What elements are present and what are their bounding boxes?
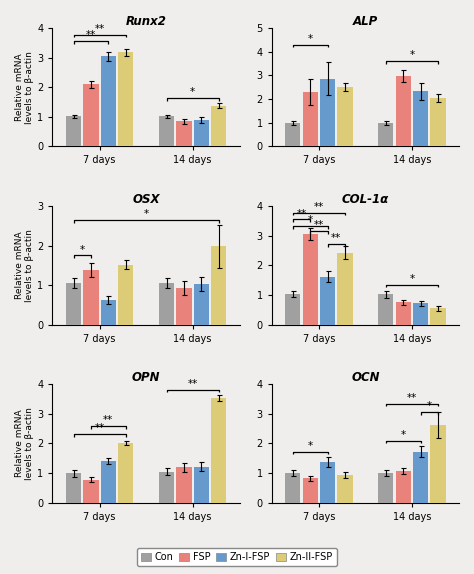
Bar: [378, 123, 393, 146]
Text: **: **: [86, 30, 96, 40]
Bar: [378, 294, 393, 324]
Bar: [66, 116, 81, 146]
Bar: [211, 106, 226, 146]
Bar: [176, 467, 191, 503]
Text: **: **: [314, 220, 324, 230]
Text: **: **: [188, 379, 198, 389]
Y-axis label: Relative mRNA
levels to β-actin: Relative mRNA levels to β-actin: [15, 229, 35, 302]
Legend: Con, FSP, Zn-I-FSP, Zn-II-FSP: Con, FSP, Zn-I-FSP, Zn-II-FSP: [137, 549, 337, 567]
Bar: [413, 91, 428, 146]
Text: **: **: [407, 393, 417, 402]
Text: **: **: [94, 24, 105, 33]
Bar: [302, 92, 318, 146]
Bar: [320, 462, 335, 503]
Bar: [285, 123, 301, 146]
Bar: [83, 84, 99, 146]
Y-axis label: Relative mRNA
levels to β-actin: Relative mRNA levels to β-actin: [15, 51, 35, 123]
Bar: [285, 294, 301, 324]
Bar: [159, 283, 174, 324]
Bar: [302, 478, 318, 503]
Bar: [302, 234, 318, 324]
Title: OPN: OPN: [132, 371, 160, 385]
Text: *: *: [80, 245, 85, 254]
Bar: [337, 253, 353, 324]
Bar: [159, 472, 174, 503]
Text: *: *: [401, 429, 406, 440]
Bar: [413, 452, 428, 503]
Text: *: *: [308, 441, 313, 451]
Text: **: **: [314, 201, 324, 212]
Bar: [337, 87, 353, 146]
Text: *: *: [308, 215, 313, 226]
Bar: [100, 56, 116, 146]
Text: *: *: [190, 87, 195, 98]
Bar: [176, 121, 191, 146]
Bar: [395, 76, 411, 146]
Bar: [395, 471, 411, 503]
Bar: [83, 270, 99, 324]
Bar: [100, 300, 116, 324]
Bar: [66, 473, 81, 503]
Title: OSX: OSX: [132, 193, 160, 206]
Text: **: **: [331, 233, 341, 243]
Bar: [378, 473, 393, 503]
Title: OCN: OCN: [351, 371, 380, 385]
Bar: [118, 443, 133, 503]
Text: *: *: [410, 274, 414, 284]
Title: COL-1α: COL-1α: [342, 193, 389, 206]
Text: *: *: [144, 209, 149, 219]
Text: *: *: [308, 34, 313, 44]
Bar: [194, 467, 209, 503]
Text: **: **: [94, 423, 105, 433]
Bar: [430, 308, 446, 324]
Bar: [430, 425, 446, 503]
Bar: [194, 284, 209, 324]
Text: *: *: [410, 50, 414, 60]
Title: ALP: ALP: [353, 15, 378, 28]
Bar: [66, 283, 81, 324]
Bar: [118, 52, 133, 146]
Bar: [83, 480, 99, 503]
Bar: [285, 473, 301, 503]
Bar: [337, 475, 353, 503]
Title: Runx2: Runx2: [126, 15, 166, 28]
Bar: [159, 116, 174, 146]
Text: *: *: [427, 401, 432, 412]
Bar: [118, 265, 133, 324]
Bar: [413, 303, 428, 324]
Bar: [211, 398, 226, 503]
Bar: [211, 246, 226, 324]
Bar: [320, 277, 335, 324]
Text: **: **: [103, 416, 113, 425]
Bar: [100, 461, 116, 503]
Bar: [430, 98, 446, 146]
Bar: [176, 288, 191, 324]
Bar: [194, 121, 209, 146]
Bar: [395, 302, 411, 324]
Text: **: **: [296, 208, 307, 219]
Y-axis label: Relative mRNA
levels to β-actin: Relative mRNA levels to β-actin: [15, 407, 35, 480]
Bar: [320, 79, 335, 146]
